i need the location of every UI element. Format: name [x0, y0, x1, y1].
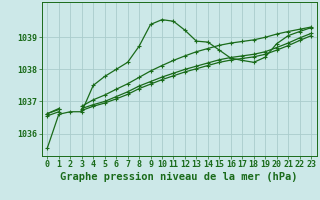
X-axis label: Graphe pression niveau de la mer (hPa): Graphe pression niveau de la mer (hPa) [60, 172, 298, 182]
